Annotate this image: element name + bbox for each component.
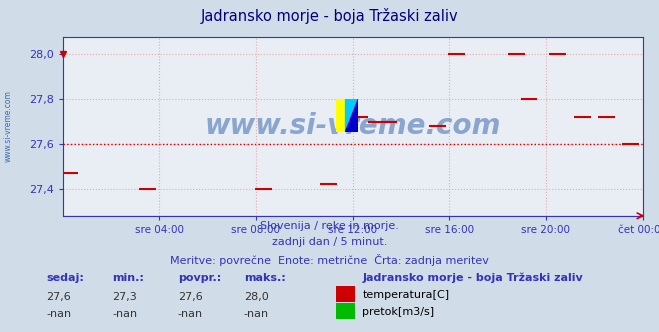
Bar [336, 99, 345, 131]
Text: Meritve: povrečne  Enote: metrične  Črta: zadnja meritev: Meritve: povrečne Enote: metrične Črta: … [170, 254, 489, 266]
Text: -nan: -nan [244, 309, 269, 319]
Text: min.:: min.: [112, 273, 144, 283]
Text: www.si-vreme.com: www.si-vreme.com [3, 90, 13, 162]
Text: Jadransko morje - boja Tržaski zaliv: Jadransko morje - boja Tržaski zaliv [362, 272, 583, 283]
Text: sedaj:: sedaj: [46, 273, 84, 283]
Text: Jadransko morje - boja Tržaski zaliv: Jadransko morje - boja Tržaski zaliv [201, 8, 458, 24]
Text: povpr.:: povpr.: [178, 273, 221, 283]
Text: www.si-vreme.com: www.si-vreme.com [204, 112, 501, 140]
Text: zadnji dan / 5 minut.: zadnji dan / 5 minut. [272, 237, 387, 247]
Polygon shape [345, 99, 358, 131]
Text: -nan: -nan [178, 309, 203, 319]
Polygon shape [345, 99, 358, 131]
Text: -nan: -nan [46, 309, 71, 319]
Text: Slovenija / reke in morje.: Slovenija / reke in morje. [260, 221, 399, 231]
Text: -nan: -nan [112, 309, 137, 319]
Text: 27,3: 27,3 [112, 292, 137, 302]
Text: 27,6: 27,6 [46, 292, 71, 302]
Text: temperatura[C]: temperatura[C] [362, 290, 449, 300]
Text: maks.:: maks.: [244, 273, 285, 283]
Text: pretok[m3/s]: pretok[m3/s] [362, 307, 434, 317]
Text: 27,6: 27,6 [178, 292, 203, 302]
Text: 28,0: 28,0 [244, 292, 269, 302]
